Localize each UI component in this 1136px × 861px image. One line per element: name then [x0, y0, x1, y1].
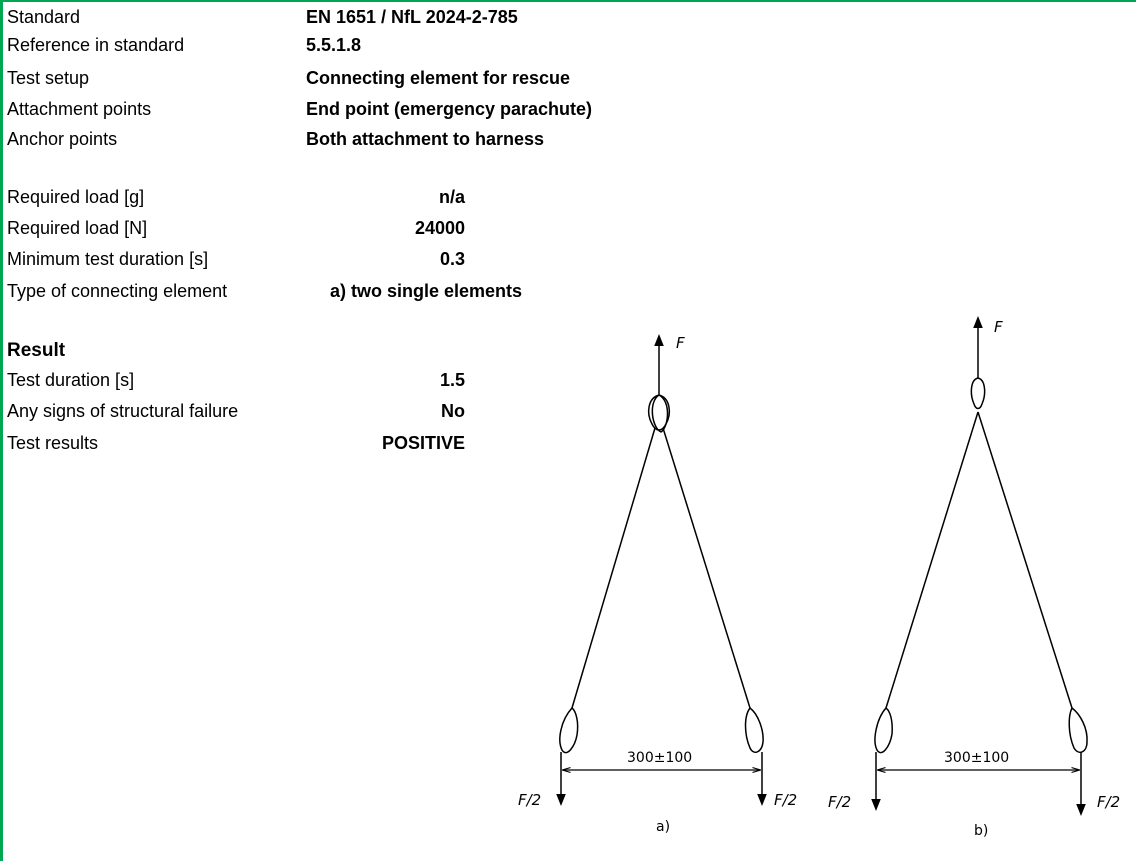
attachment-value: End point (emergency parachute)	[306, 99, 593, 119]
dimension-label-b: 300±100	[944, 750, 1009, 766]
bottom-loop-right-b	[1068, 706, 1088, 753]
result-heading: Result	[7, 340, 66, 361]
reference-value: 5.5.1.8	[306, 35, 362, 55]
min-duration-label: Minimum test duration [s]	[7, 249, 209, 269]
bottom-loop-left-b	[874, 706, 893, 754]
caption-a: a)	[656, 819, 670, 835]
top-loop-a-2	[651, 394, 669, 433]
test-duration-value: 1.5	[439, 370, 465, 390]
diagram-b	[871, 316, 1088, 816]
min-duration-value: 0.3	[439, 249, 465, 269]
bottom-loop-left-a	[559, 706, 579, 754]
bottom-loop-right-a	[744, 706, 764, 753]
structural-failure-value: No	[441, 401, 465, 421]
strap-left-b	[885, 411, 979, 709]
load-n-label: Required load [N]	[7, 218, 148, 238]
diagram-a	[556, 334, 767, 806]
standard-label: Standard	[7, 7, 81, 27]
strap-left-a	[571, 427, 656, 709]
force-label-top-b: F	[994, 318, 1003, 336]
strap-right-b	[977, 411, 1073, 709]
reference-label: Reference in standard	[7, 35, 185, 55]
setup-label: Test setup	[7, 68, 90, 88]
element-type-value: a) two single elements	[330, 281, 523, 301]
structural-failure-label: Any signs of structural failure	[7, 401, 239, 421]
caption-b: b)	[974, 823, 988, 839]
load-n-value: 24000	[414, 218, 465, 238]
force-label-right-b: F/2	[1097, 793, 1120, 811]
force-label-top-a: F	[676, 334, 685, 352]
anchor-value: Both attachment to harness	[306, 129, 545, 149]
anchor-label: Anchor points	[7, 129, 118, 149]
element-type-label: Type of connecting element	[7, 281, 228, 301]
force-label-left-a: F/2	[518, 791, 541, 809]
top-loop-b	[970, 377, 986, 410]
strap-right-a	[662, 427, 751, 709]
load-g-value: n/a	[438, 187, 465, 207]
force-label-right-a: F/2	[774, 791, 797, 809]
force-label-left-b: F/2	[828, 793, 851, 811]
test-duration-label: Test duration [s]	[7, 370, 135, 390]
dimension-label-a: 300±100	[627, 750, 692, 766]
test-results-label: Test results	[7, 433, 99, 453]
test-results-value: POSITIVE	[381, 433, 465, 453]
attachment-label: Attachment points	[7, 99, 152, 119]
standard-value: EN 1651 / NfL 2024-2-785	[306, 7, 518, 27]
setup-value: Connecting element for rescue	[306, 68, 571, 88]
load-g-label: Required load [g]	[7, 187, 145, 207]
